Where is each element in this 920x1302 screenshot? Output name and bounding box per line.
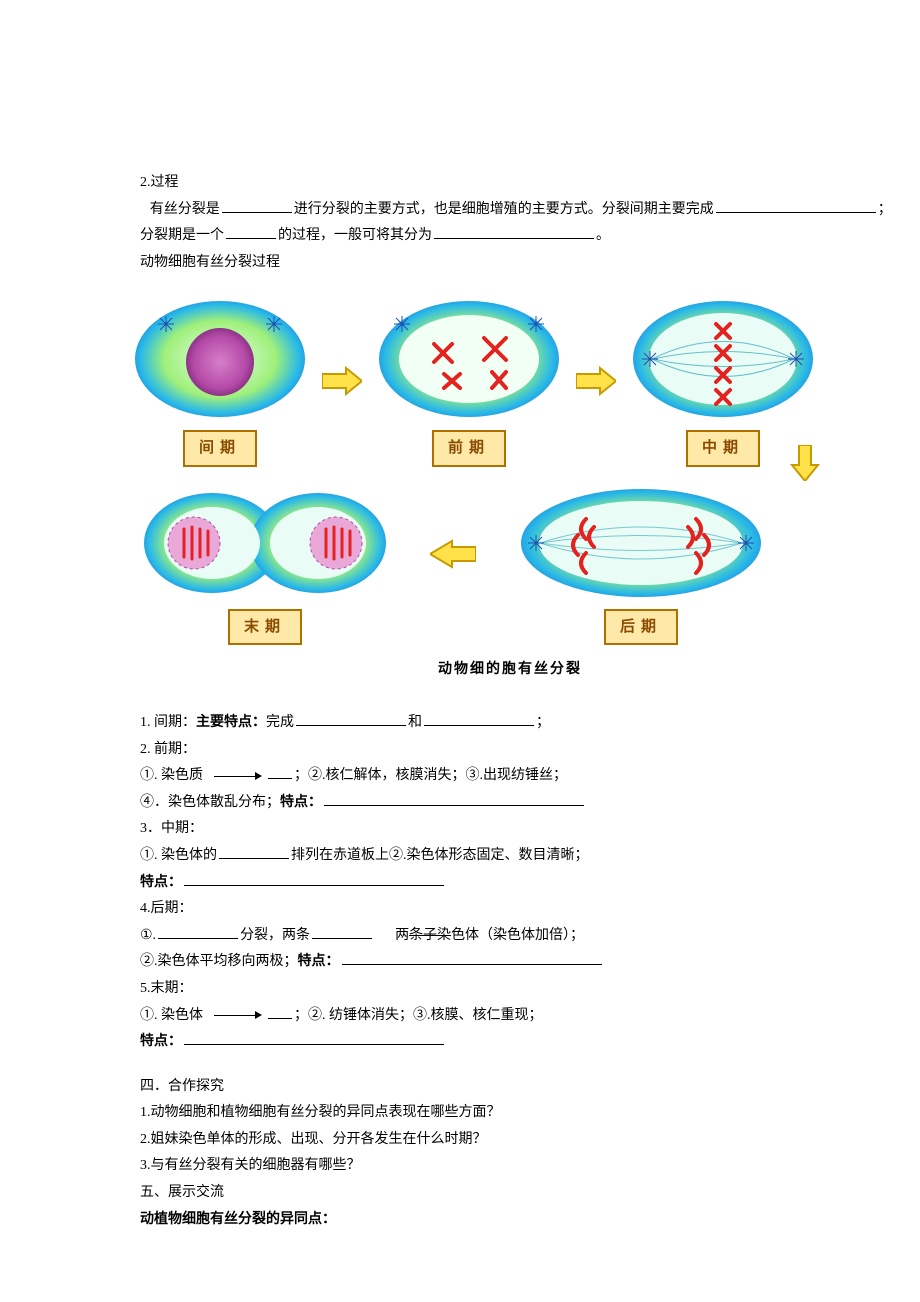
arrow-icon [322,366,362,396]
text-strike: 条子染 [409,928,451,943]
text: 和 [408,715,422,730]
blank [424,711,534,726]
text: 。 [596,228,610,243]
q4-2: ②.染色体平均移向两极；特点： [140,949,780,976]
text: 完成 [266,715,294,730]
text: ； [878,202,892,217]
section-2-line3: 动物细胞有丝分裂过程 [140,250,780,277]
metaphase-svg [628,294,818,424]
cell-metaphase: 中期 [628,294,818,467]
text: 的过程，一般可将其分为 [278,228,432,243]
text: 1. 间期： [140,715,196,730]
text: 特点： [280,795,322,810]
prophase-svg [374,294,564,424]
blank [296,711,406,726]
q2-4: ④．染色体散乱分布；特点： [140,790,780,817]
blank [434,224,594,239]
text: ①. 染色质 [140,768,203,783]
text: 特点： [298,954,340,969]
q3-tp: 特点： [140,870,780,897]
text: ①. 染色体的 [140,848,217,863]
text: ；②. 纺锤体消失；③.核膜、核仁重现； [294,1008,543,1023]
label-metaphase: 中期 [686,430,760,467]
text: 分裂，两条 [240,928,310,943]
label-interphase: 间期 [183,430,257,467]
q2: 2. 前期： [140,737,780,764]
blank [342,950,602,965]
mitosis-diagram: 间期 [130,294,890,682]
section-5-sub: 动植物细胞有丝分裂的异同点： [140,1207,780,1234]
q1: 1. 间期：主要特点：完成 和 ； [140,710,780,737]
q2-1: ①. 染色质 ；②.核仁解体，核膜消失；③.出现纺锤丝； [140,763,780,790]
text: ①. 染色体 [140,1008,203,1023]
arrow-icon [214,1008,262,1022]
blank [312,924,372,939]
cell-prophase: 前期 [374,294,564,467]
section-4-q3: 3.与有丝分裂有关的细胞器有哪些？ [140,1153,780,1180]
cell-anaphase: 后期 [516,483,766,646]
blank [222,198,292,213]
arrow-icon [576,366,616,396]
section-4-q1: 1.动物细胞和植物细胞有丝分裂的异同点表现在哪些方面？ [140,1100,780,1127]
text: ；②.核仁解体，核膜消失；③.出现纺锤丝； [294,768,567,783]
arrow-down-icon [790,445,820,481]
interphase-svg [130,294,310,424]
blank [158,924,238,939]
cell-telophase: 末期 [140,483,390,646]
q5-tp: 特点： [140,1029,780,1056]
blank [268,764,292,779]
blank [184,1030,444,1045]
section-2-line2: 分裂期是一个 的过程，一般可将其分为 。 [140,223,780,250]
telophase-svg [140,483,390,603]
q4-1: ①. 分裂，两条 两条子染色体（染色体加倍）； [140,923,780,950]
label-prophase: 前期 [432,430,506,467]
cell-interphase: 间期 [130,294,310,467]
text: ； [536,715,550,730]
blank [268,1004,292,1019]
arrow-icon [214,769,262,783]
q4: 4.后期： [140,896,780,923]
text: ④．染色体散乱分布； [140,795,280,810]
section-4-title: 四．合作探究 [140,1074,780,1101]
text: 两 [395,928,409,943]
q5-1: ①. 染色体 ；②. 纺锤体消失；③.核膜、核仁重现； [140,1003,780,1030]
anaphase-svg [516,483,766,603]
section-4-q2: 2.姐妹染色单体的形成、出现、分开各发生在什么时期？ [140,1127,780,1154]
arrow-left-icon [430,539,476,569]
label-telophase: 末期 [228,609,302,646]
q3: 3．中期： [140,816,780,843]
blank [184,871,444,886]
q5: 5.末期： [140,976,780,1003]
text: 分裂期是一个 [140,228,224,243]
diagram-caption: 动物细的胞有丝分裂 [130,655,890,682]
text: 进行分裂的主要方式，也是细胞增殖的主要方式。分裂间期主要完成 [294,202,714,217]
text: ①. [140,928,156,943]
q3-1: ①. 染色体的 排列在赤道板上②.染色体形态固定、数目清晰； [140,843,780,870]
label-anaphase: 后期 [604,609,678,646]
text: ②.染色体平均移向两极； [140,954,298,969]
blank [226,224,276,239]
text: 色体（染色体加倍）； [451,928,584,943]
section-2-line1: 有丝分裂是进行分裂的主要方式，也是细胞增殖的主要方式。分裂间期主要完成； [140,197,780,224]
blank [324,791,584,806]
section-2-title: 2.过程 [140,170,780,197]
blank [219,844,289,859]
text: 主要特点： [196,715,266,730]
text: 特点： [140,1034,182,1049]
text: 排列在赤道板上②.染色体形态固定、数目清晰； [291,848,589,863]
text: 特点： [140,875,182,890]
text: 有丝分裂是 [150,202,220,217]
section-5-title: 五、展示交流 [140,1180,780,1207]
blank [716,198,876,213]
